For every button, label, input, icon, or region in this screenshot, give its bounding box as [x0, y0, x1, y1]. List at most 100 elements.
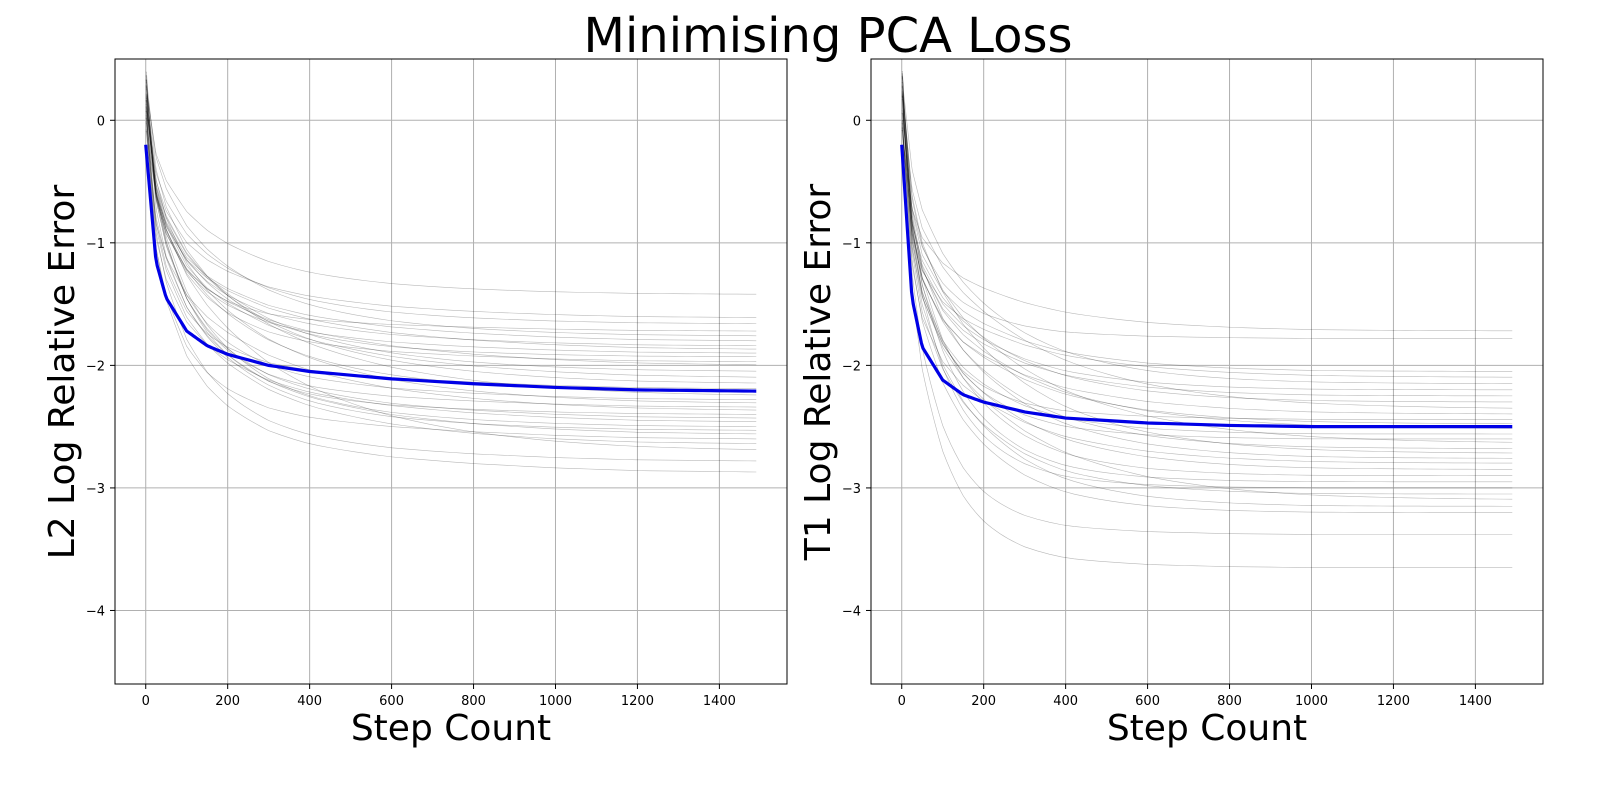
panel-l2-run-13 [145, 80, 757, 378]
panel-l2-grid [115, 59, 787, 684]
panel-t1-xtick-label-800: 800 [1217, 694, 1242, 709]
panel-l2-run-27 [145, 76, 757, 435]
panel-l2-run-22 [145, 93, 757, 415]
panel-l2-run-7 [145, 100, 757, 350]
figure-title: Minimising PCA Loss [584, 8, 1073, 64]
panel-l2-run-8 [145, 100, 757, 354]
panel-l2-mean-line [144, 144, 757, 393]
panel-t1: 0 200 400 600 800 1000 1200 1400 0 −1 −2 −3 −4 Step … [798, 58, 1544, 749]
panel-l2-run-26 [145, 122, 757, 431]
panel-t1-ytick-label--1: −1 [842, 237, 861, 252]
panel-l2-ytick-label-0: 0 [97, 114, 105, 129]
panel-l2-run-15 [145, 106, 757, 389]
panel-t1-run-1 [901, 110, 1513, 339]
panel-t1-xlabel: Step Count [1107, 708, 1307, 749]
panel-t1-run-25 [901, 85, 1513, 500]
panel-l2-run-19 [145, 79, 757, 404]
panel-l2-run-29 [145, 111, 757, 444]
panel-l2: 0 200 400 600 800 1000 1200 1400 0 −1 −2 −3 −4 Step … [42, 58, 788, 749]
panel-l2-run-5 [145, 86, 757, 342]
panel-l2-ticks: 0 200 400 600 800 1000 1200 1400 0 −1 −2 −3 −4 [86, 114, 736, 709]
panel-t1-run-9 [901, 74, 1513, 415]
panel-l2-run-32 [145, 107, 757, 473]
panel-t1-ytick-label-0: 0 [853, 114, 861, 129]
panel-l2-run-1 [145, 97, 757, 318]
panel-t1-run-11 [901, 99, 1513, 425]
panel-l2-run-9 [145, 131, 757, 358]
panel-l2-run-21 [145, 129, 757, 411]
panel-t1-run-21 [901, 71, 1513, 476]
panel-l2-run-2 [145, 104, 757, 324]
panel-t1-run-10 [901, 96, 1513, 420]
panel-t1-run-4 [901, 76, 1513, 384]
panel-l2-frame [114, 58, 788, 685]
panel-t1-run-28 [901, 120, 1513, 535]
panel-l2-xtick-label-600: 600 [379, 694, 404, 709]
panel-t1-run-23 [901, 87, 1513, 489]
panel-t1-ytick-label--2: −2 [842, 359, 861, 374]
panel-t1-frame [870, 58, 1544, 685]
panel-t1-run-0 [901, 129, 1513, 332]
panel-l2-run-4 [145, 81, 757, 337]
panel-t1-mean-line [900, 144, 1513, 429]
panel-l2-run-10 [145, 95, 757, 362]
panel-t1-xtick-label-200: 200 [971, 694, 996, 709]
panel-l2-ytick-label--3: −3 [86, 482, 105, 497]
panel-l2-xtick-label-200: 200 [215, 694, 240, 709]
panel-l2-runs [145, 71, 757, 473]
panel-t1-run-5 [901, 92, 1513, 391]
panel-t1-run-2 [901, 78, 1513, 372]
panel-t1-run-20 [901, 123, 1513, 470]
panel-t1-ytick-label--3: −3 [842, 482, 861, 497]
panel-l2-xtick-label-800: 800 [461, 694, 486, 709]
panel-t1-grid [871, 59, 1543, 684]
panel-l2-run-31 [145, 109, 757, 462]
panel-t1-run-16 [901, 130, 1513, 449]
panel-t1-run-18 [901, 76, 1513, 459]
panel-t1-run-19 [901, 112, 1513, 464]
panel-t1-run-27 [901, 113, 1513, 513]
panel-t1-run-26 [901, 95, 1513, 507]
panel-l2-run-12 [145, 107, 757, 372]
panel-l2-xtick-label-1000: 1000 [539, 694, 572, 709]
panel-t1-run-13 [901, 94, 1513, 435]
panel-l2-run-0 [145, 86, 757, 295]
panel-t1-run-17 [901, 82, 1513, 454]
panel-t1-xtick-label-600: 600 [1135, 694, 1160, 709]
panel-t1-run-6 [901, 85, 1513, 397]
panel-t1-xtick-label-1400: 1400 [1459, 694, 1492, 709]
panel-l2-run-23 [145, 75, 757, 419]
panel-l2-xtick-label-1400: 1400 [703, 694, 736, 709]
panel-t1-run-7 [901, 128, 1513, 403]
panel-t1-xtick-label-400: 400 [1053, 694, 1078, 709]
panel-l2-ytick-label--1: −1 [86, 237, 105, 252]
panel-t1-ticks: 0 200 400 600 800 1000 1200 1400 0 −1 −2 −3 −4 [842, 114, 1492, 709]
panel-l2-ytick-label--4: −4 [86, 604, 105, 619]
panel-l2-ytick-label--2: −2 [86, 359, 105, 374]
panel-t1-run-14 [901, 73, 1513, 440]
panel-l2-run-24 [145, 118, 757, 422]
panel-t1-ytick-label--4: −4 [842, 604, 861, 619]
panel-l2-run-28 [145, 121, 757, 440]
panel-l2-run-6 [145, 101, 757, 347]
panel-l2-run-18 [145, 88, 757, 400]
panel-t1-run-22 [901, 95, 1513, 483]
panel-l2-ylabel: L2 Log Relative Error [42, 185, 83, 560]
panel-l2-mean [144, 144, 757, 393]
panel-t1-run-24 [901, 95, 1513, 495]
panel-l2-run-30 [145, 97, 757, 450]
panel-t1-runs [901, 71, 1513, 568]
panel-l2-run-3 [145, 115, 757, 332]
panel-l2-xtick-label-1200: 1200 [621, 694, 654, 709]
panel-l2-run-14 [145, 111, 757, 384]
panel-l2-xlabel: Step Count [351, 708, 551, 749]
panel-t1-ylabel: T1 Log Relative Error [798, 184, 839, 562]
panel-l2-run-11 [145, 94, 757, 366]
panel-t1-xtick-label-0: 0 [898, 694, 906, 709]
panel-l2-xtick-label-400: 400 [297, 694, 322, 709]
panel-l2-xtick-label-0: 0 [142, 694, 150, 709]
panel-t1-run-8 [901, 90, 1513, 409]
panel-t1-xtick-label-1000: 1000 [1295, 694, 1328, 709]
panel-t1-run-3 [901, 120, 1513, 378]
